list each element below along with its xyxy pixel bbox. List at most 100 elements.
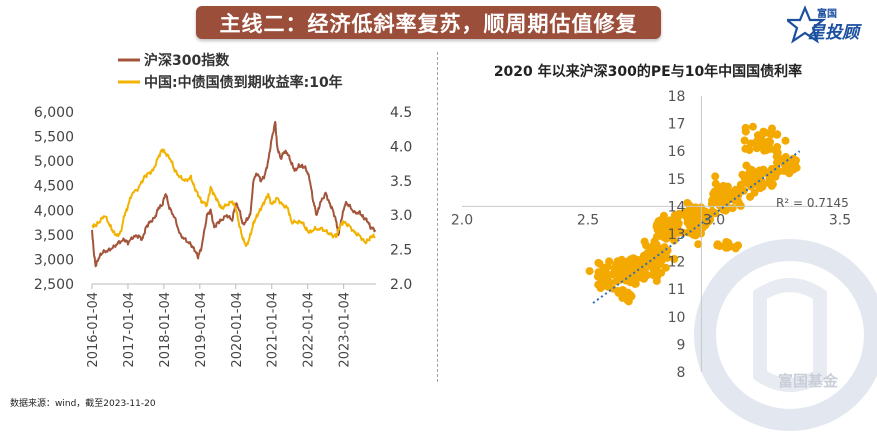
y-left-tick-label: 3,000: [34, 252, 74, 268]
scatter-point: [731, 244, 740, 253]
x-tick-label: 2021-01-04: [266, 292, 281, 368]
y-right-tick-label: 3.0: [390, 208, 412, 224]
data-source-note: 数据来源：wind，截至2023-11-20: [10, 399, 156, 409]
scatter-point: [738, 170, 747, 179]
scatter-point: [634, 271, 643, 280]
scatter-point: [679, 228, 688, 237]
y-right-tick-label: 4.0: [390, 139, 412, 155]
scatter-point: [640, 273, 649, 281]
scatter-point: [721, 206, 730, 215]
page-title: 主线二：经济低斜率复苏，顺周期估值修复: [196, 6, 661, 39]
x-tick-label: 2016-01-04: [86, 292, 101, 368]
legend-label-bond: 中国:中债国债到期收益率:10年: [144, 74, 343, 91]
scatter-point: [762, 146, 771, 155]
scatter-point: [642, 241, 651, 250]
scatter-point: [773, 130, 782, 139]
scatter-y-tick-label: 18: [668, 89, 686, 105]
scatter-point: [616, 267, 625, 276]
scatter-point: [683, 199, 692, 207]
x-tick-label: 2023-01-04: [338, 292, 353, 368]
y-left-tick-label: 6,000: [34, 105, 74, 121]
scatter-point: [709, 190, 718, 198]
star-icon: [783, 5, 827, 44]
line-chart: 沪深300指数 中国:中债国债到期收益率:10年 2,500 3,000 3,500…: [34, 52, 412, 368]
scatter-y-tick-label: 14: [668, 199, 686, 215]
scatter-point: [743, 175, 752, 184]
scatter-point: [716, 199, 724, 207]
scatter-point: [694, 240, 703, 249]
brand-logo: 富国 星投顾: [783, 4, 867, 46]
scatter-x-tick-label: 2.5: [577, 212, 599, 228]
y-right-tick-label: 4.5: [390, 105, 412, 121]
r-squared-label: R² = 0.7145: [776, 196, 849, 210]
scatter-chart: 2020 年以来沪深300的PE与10年中国国债利率 2.0 2.5 3.0 3.5 8…: [451, 63, 851, 381]
scatter-point: [664, 222, 673, 231]
scatter-point: [711, 172, 720, 181]
scatter-point: [713, 240, 722, 249]
y-left-tick-label: 3,500: [34, 228, 74, 244]
scatter-x-tick-label: 3.5: [829, 212, 851, 228]
x-axis: 2016-01-04 2017-01-04 2018-01-04 2019-01-04…: [86, 283, 376, 368]
scatter-point: [741, 123, 750, 132]
scatter-y-tick-label: 10: [668, 310, 686, 326]
x-tick-label: 2017-01-04: [122, 292, 137, 368]
scatter-point: [740, 136, 749, 145]
scatter-point: [789, 154, 798, 163]
panel-divider: [437, 52, 438, 382]
scatter-point: [646, 246, 655, 255]
y-left-tick-label: 4,000: [34, 203, 74, 219]
scatter-point: [670, 255, 679, 263]
line-chart-legend: 沪深300指数 中国:中债国债到期收益率:10年: [118, 52, 343, 91]
y-left-tick-label: 5,500: [34, 130, 74, 146]
scatter-point: [745, 146, 754, 154]
y-right-tick-label: 2.0: [390, 277, 412, 293]
scatter-point: [721, 190, 730, 199]
scatter-point: [614, 288, 623, 297]
watermark-text: 富国基金: [778, 372, 839, 390]
legend-label-csi300: 沪深300指数: [144, 52, 230, 69]
scatter-point: [660, 243, 669, 252]
x-tick-label: 2022-01-04: [302, 292, 317, 368]
scatter-point: [759, 165, 768, 174]
scatter-point: [764, 178, 773, 187]
scatter-y-tick-label: 15: [668, 172, 686, 188]
scatter-point: [753, 137, 762, 146]
scatter-point: [624, 297, 633, 306]
scatter-point: [748, 122, 757, 131]
scatter-title: 2020 年以来沪深300的PE与10年中国国债利率: [494, 63, 802, 80]
y-left-tick-label: 5,000: [34, 154, 74, 170]
scatter-points: [585, 122, 801, 306]
left-y-axis: 2,500 3,000 3,500 4,000 4,500 5,000 5,500 6,000: [34, 105, 74, 293]
scatter-point: [766, 130, 775, 139]
x-tick-label: 2020-01-04: [230, 292, 245, 368]
scatter-point: [597, 276, 606, 285]
scatter-x-tick-label: 3.0: [703, 212, 725, 228]
y-left-tick-label: 2,500: [34, 277, 74, 293]
scatter-point: [723, 243, 732, 252]
scatter-point: [585, 267, 594, 276]
y-right-tick-label: 3.5: [390, 174, 412, 190]
scatter-point: [779, 166, 788, 175]
scatter-point: [637, 261, 646, 270]
scatter-y-tick-label: 16: [668, 144, 686, 160]
scatter-point: [776, 155, 785, 164]
scatter-point: [736, 180, 745, 189]
scatter-point: [605, 257, 614, 266]
scatter-point: [707, 209, 716, 218]
scatter-x-tick-label: 2.0: [451, 212, 473, 228]
y-left-tick-label: 4,500: [34, 179, 74, 195]
scatter-y-tick-label: 13: [668, 227, 686, 243]
scatter-point: [595, 259, 604, 268]
scatter-point: [750, 188, 759, 197]
scatter-point: [632, 255, 641, 264]
scatter-y-tick-label: 9: [676, 337, 685, 353]
brand-top-text: 富国: [817, 9, 837, 20]
scatter-point: [666, 233, 675, 241]
scatter-point: [652, 232, 661, 241]
scatter-point: [673, 223, 682, 232]
scatter-point: [615, 275, 624, 284]
x-tick-label: 2019-01-04: [194, 292, 209, 368]
series-line-csi300: [91, 120, 377, 268]
scatter-point: [657, 268, 666, 277]
right-y-axis: 2.0 2.5 3.0 3.5 4.0 4.5: [390, 105, 412, 293]
